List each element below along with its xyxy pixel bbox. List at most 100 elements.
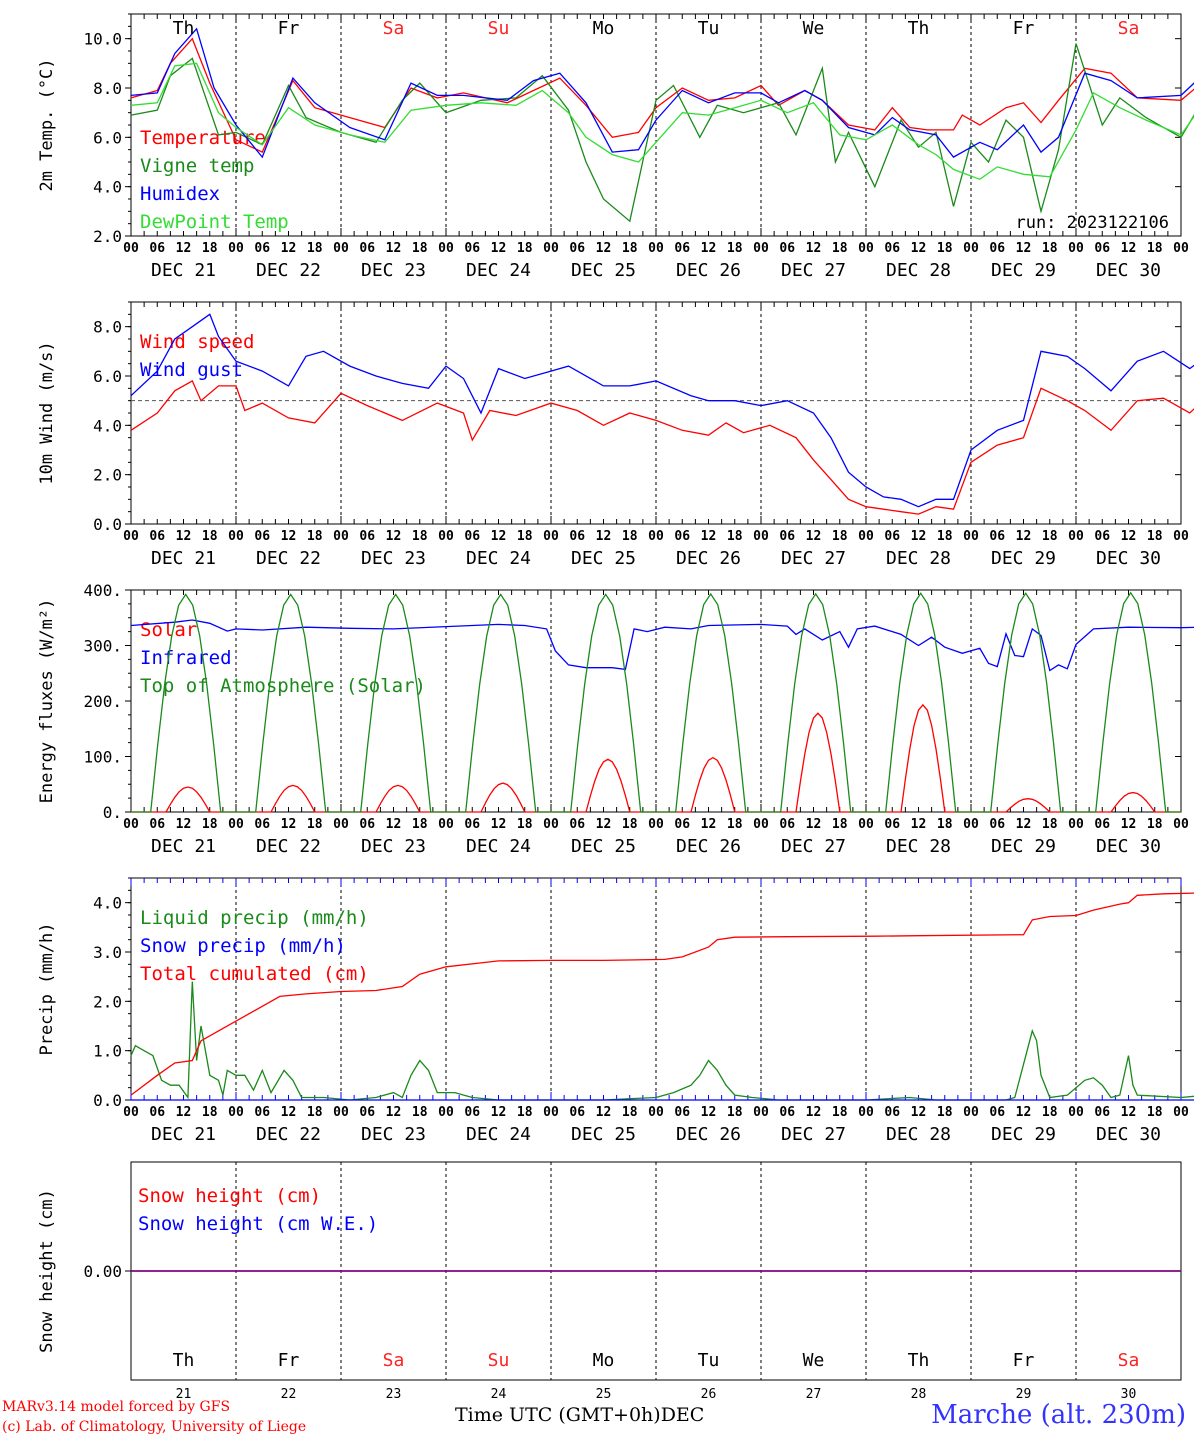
legend-entry: Humidex [140,183,220,205]
hour-label: 06 [569,529,585,544]
y-tick-label: 4.0 [93,894,122,913]
series-line-blue [130,619,1194,672]
hour-label: 00 [858,529,874,544]
legend-entry: Snow height (cm) [138,1185,321,1207]
hour-label: 00 [543,817,559,832]
hour-label: 18 [307,241,323,256]
hour-label: 06 [884,241,900,256]
hour-label: 18 [622,1105,638,1120]
day-number: 27 [806,1387,822,1402]
weekday-label: Th [173,1350,195,1371]
hour-label: 12 [176,1105,192,1120]
hour-label: 12 [596,529,612,544]
hour-label: 18 [1147,241,1163,256]
legend-entry: Top of Atmosphere (Solar) [140,675,426,697]
hour-label: 00 [1068,817,1084,832]
hour-label: 18 [307,529,323,544]
y-tick-label: 8.0 [93,318,122,337]
hour-label: 00 [1173,1105,1189,1120]
hour-label: 12 [806,817,822,832]
date-label: DEC 22 [256,260,321,281]
weekday-label: Th [173,18,195,39]
hour-label: 12 [281,1105,297,1120]
legend-entry: Solar [140,619,197,641]
hour-label: 18 [622,817,638,832]
run-annotation: run: 2023122106 [1015,213,1169,233]
hour-label: 06 [674,817,690,832]
date-label: DEC 28 [886,1124,951,1145]
hour-label: 18 [1147,817,1163,832]
y-tick-label: 6.0 [93,128,122,147]
y-tick-label: 0.0 [93,1091,122,1110]
hour-label: 06 [779,241,795,256]
hour-label: 06 [149,817,165,832]
y-tick-label: 3.0 [93,943,122,962]
hour-label: 12 [701,817,717,832]
y-tick-label: 10.0 [83,30,122,49]
hour-label: 12 [1121,817,1137,832]
hour-label: 06 [569,817,585,832]
weekday-label: Th [908,1350,930,1371]
hour-label: 00 [1068,241,1084,256]
hour-label: 12 [596,1105,612,1120]
hour-label: 12 [1121,1105,1137,1120]
hour-label: 06 [464,529,480,544]
weekday-label: Tu [698,18,720,39]
hour-label: 06 [359,1105,375,1120]
y-tick-label: 2.0 [93,466,122,485]
hour-label: 18 [937,529,953,544]
legend-entry: Snow height (cm W.E.) [138,1213,378,1235]
hour-label: 00 [228,1105,244,1120]
day-number: 30 [1121,1387,1137,1402]
weekday-label: Sa [1118,1350,1140,1371]
series-line-red [130,892,1194,1096]
hour-label: 18 [1042,1105,1058,1120]
hour-label: 12 [176,529,192,544]
date-label: DEC 26 [676,836,741,857]
hour-label: 18 [517,241,533,256]
hour-label: 00 [1068,1105,1084,1120]
series-line-red [130,379,1194,515]
hour-label: 00 [858,241,874,256]
weekday-label: Sa [383,1350,405,1371]
hour-label: 12 [1016,1105,1032,1120]
date-label: DEC 30 [1096,260,1161,281]
date-label: DEC 25 [571,1124,636,1145]
legend-entry: Snow precip (mm/h) [140,935,346,957]
hour-label: 18 [937,241,953,256]
hour-label: 12 [491,241,507,256]
legend-entry: Liquid precip (mm/h) [140,907,369,929]
hour-label: 18 [622,241,638,256]
day-number: 25 [596,1387,612,1402]
hour-label: 18 [517,817,533,832]
y-tick-label: 400. [83,581,122,600]
series-line-green [130,981,1194,1101]
hour-label: 00 [1173,817,1189,832]
hour-label: 06 [884,817,900,832]
y-tick-label: 100. [83,748,122,767]
hour-label: 18 [1147,529,1163,544]
hour-label: 12 [386,529,402,544]
weekday-label: Sa [383,18,405,39]
hour-label: 12 [281,241,297,256]
hour-label: 12 [386,241,402,256]
series-line-green [131,591,1181,813]
y-tick-label: 4.0 [93,178,122,197]
y-axis-title: Snow height (cm) [37,1189,57,1353]
hour-label: 00 [648,1105,664,1120]
hour-label: 06 [149,1105,165,1120]
date-label: DEC 24 [466,548,531,569]
legend-entry: Total cumulated (cm) [140,963,369,985]
hour-label: 06 [989,529,1005,544]
hour-label: 06 [989,817,1005,832]
series-line-green [130,43,1194,223]
hour-label: 18 [202,817,218,832]
date-label: DEC 21 [151,836,216,857]
hour-label: 12 [1121,241,1137,256]
y-axis-title: 10m Wind (m/s) [37,341,57,484]
date-label: DEC 22 [256,1124,321,1145]
date-label: DEC 27 [781,836,846,857]
hour-label: 12 [1016,529,1032,544]
hour-label: 12 [911,241,927,256]
y-tick-label: 8.0 [93,79,122,98]
